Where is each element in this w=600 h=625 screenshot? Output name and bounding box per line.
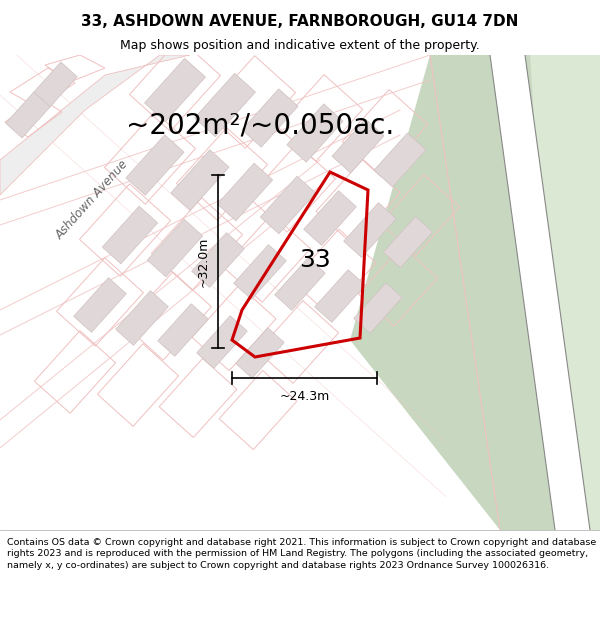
Text: ~202m²/~0.050ac.: ~202m²/~0.050ac. bbox=[126, 111, 394, 139]
Polygon shape bbox=[350, 55, 600, 530]
Polygon shape bbox=[275, 258, 325, 310]
Polygon shape bbox=[530, 55, 600, 530]
Polygon shape bbox=[217, 163, 272, 221]
Text: ~24.3m: ~24.3m bbox=[280, 390, 329, 403]
Polygon shape bbox=[126, 135, 184, 195]
Polygon shape bbox=[74, 278, 127, 332]
Polygon shape bbox=[148, 219, 203, 277]
Polygon shape bbox=[103, 206, 158, 264]
Polygon shape bbox=[233, 244, 286, 299]
Polygon shape bbox=[194, 73, 256, 137]
Polygon shape bbox=[6, 92, 50, 138]
Polygon shape bbox=[116, 291, 169, 346]
Text: ~32.0m: ~32.0m bbox=[197, 236, 210, 287]
Polygon shape bbox=[0, 55, 190, 195]
Polygon shape bbox=[354, 282, 402, 333]
Polygon shape bbox=[33, 62, 77, 108]
Polygon shape bbox=[242, 89, 298, 147]
Polygon shape bbox=[191, 232, 244, 288]
Text: 33, ASHDOWN AVENUE, FARNBOROUGH, GU14 7DN: 33, ASHDOWN AVENUE, FARNBOROUGH, GU14 7D… bbox=[82, 14, 518, 29]
Polygon shape bbox=[374, 133, 426, 187]
Polygon shape bbox=[315, 270, 365, 322]
Polygon shape bbox=[171, 150, 229, 210]
Text: Contains OS data © Crown copyright and database right 2021. This information is : Contains OS data © Crown copyright and d… bbox=[7, 538, 596, 570]
Polygon shape bbox=[383, 216, 433, 268]
Polygon shape bbox=[158, 304, 208, 356]
Polygon shape bbox=[304, 191, 356, 246]
Polygon shape bbox=[236, 328, 284, 378]
Polygon shape bbox=[490, 55, 590, 530]
Text: 33: 33 bbox=[299, 248, 331, 272]
Text: Map shows position and indicative extent of the property.: Map shows position and indicative extent… bbox=[120, 39, 480, 51]
Polygon shape bbox=[260, 176, 316, 234]
Polygon shape bbox=[287, 104, 343, 162]
Polygon shape bbox=[344, 202, 397, 258]
Polygon shape bbox=[332, 119, 384, 173]
Polygon shape bbox=[145, 58, 205, 122]
Polygon shape bbox=[197, 316, 247, 368]
Text: Ashdown Avenue: Ashdown Avenue bbox=[53, 158, 131, 242]
